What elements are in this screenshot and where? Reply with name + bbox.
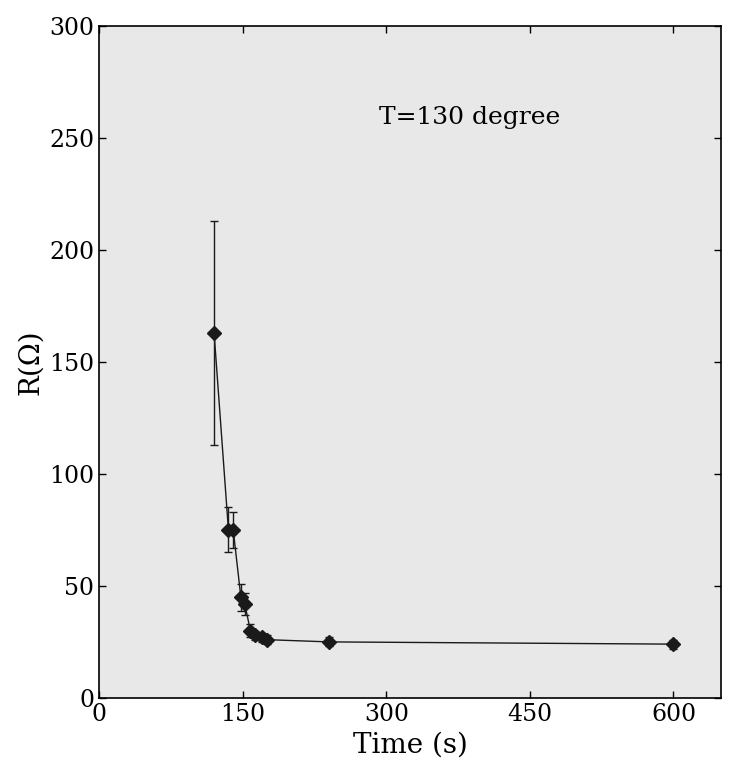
Text: T=130 degree: T=130 degree <box>379 106 560 129</box>
X-axis label: Time (s): Time (s) <box>353 732 468 758</box>
Y-axis label: R(Ω): R(Ω) <box>17 329 44 394</box>
